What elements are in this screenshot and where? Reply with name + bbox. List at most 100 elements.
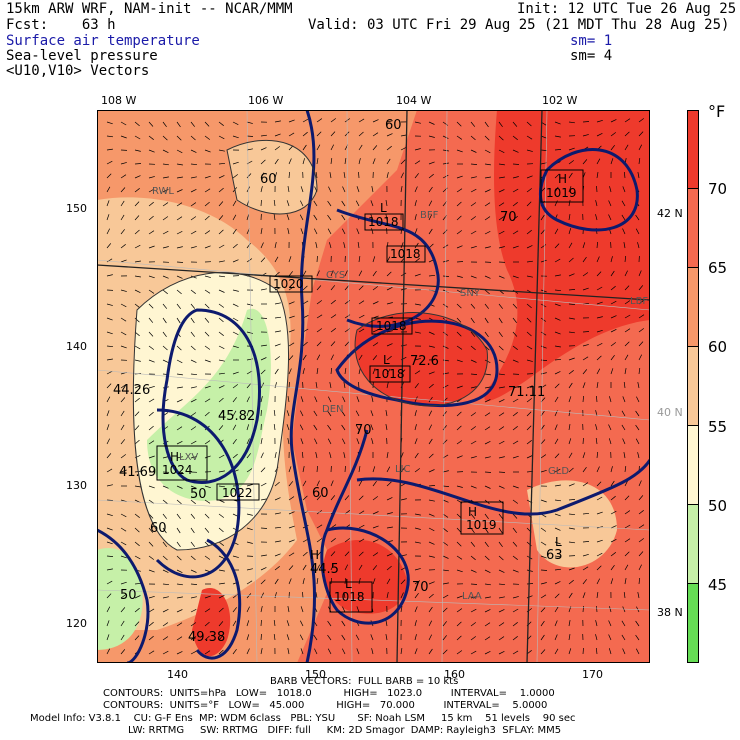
wind-barb xyxy=(106,424,110,431)
wind-barb xyxy=(372,525,379,529)
colorbar-label: 70 xyxy=(708,180,728,198)
wind-barb xyxy=(554,606,559,613)
wind-barb xyxy=(386,452,389,459)
wind-barb xyxy=(386,302,393,305)
wind-barb xyxy=(400,648,403,655)
wind-barb xyxy=(386,565,392,571)
wind-barb xyxy=(302,591,304,599)
wind-barb xyxy=(540,331,547,336)
wind-barb xyxy=(120,303,127,308)
wind-barb xyxy=(148,317,154,323)
wind-barb xyxy=(106,568,113,571)
wind-barb xyxy=(190,499,196,505)
wind-barb xyxy=(232,397,237,403)
wind-barb xyxy=(428,121,435,125)
wind-barb xyxy=(622,396,626,403)
wind-barb xyxy=(484,216,491,221)
wind-barb xyxy=(498,246,505,249)
wind-barb xyxy=(372,270,377,277)
wind-barb xyxy=(274,133,281,137)
wind-barb xyxy=(120,289,127,292)
wind-barb xyxy=(610,538,617,543)
wind-barb xyxy=(314,438,318,445)
wind-barb xyxy=(286,200,290,207)
wind-barb xyxy=(428,541,435,545)
wind-barb xyxy=(246,634,250,641)
grid-x-tick: 170 xyxy=(582,668,603,681)
wind-barb xyxy=(608,648,612,655)
wind-barb xyxy=(484,426,491,431)
wind-barb xyxy=(341,438,346,445)
wind-barb xyxy=(470,596,477,599)
wind-barb xyxy=(204,275,211,278)
wind-barb xyxy=(554,453,560,459)
wind-barb xyxy=(162,317,167,324)
wind-barb xyxy=(176,456,183,459)
wind-barb xyxy=(356,648,360,655)
wind-barb xyxy=(624,495,630,501)
wind-barb xyxy=(610,315,617,319)
wind-barb xyxy=(106,484,113,487)
wind-barb xyxy=(316,341,322,347)
wind-barb xyxy=(414,173,419,179)
wind-barb xyxy=(287,648,290,655)
wind-barb xyxy=(526,215,532,221)
wind-barb xyxy=(357,242,360,249)
wind-barb xyxy=(386,481,392,487)
wind-barb xyxy=(414,148,421,151)
wind-barb xyxy=(512,608,519,613)
wind-barb xyxy=(162,541,167,548)
wind-barb xyxy=(134,635,140,641)
wind-barb xyxy=(218,649,224,655)
wind-barb xyxy=(218,582,225,585)
wind-barb xyxy=(330,131,336,137)
wind-barb xyxy=(484,583,491,586)
wind-barb xyxy=(148,411,154,417)
wind-barb xyxy=(341,200,346,207)
wind-barb xyxy=(344,551,350,557)
wind-barb xyxy=(638,314,645,319)
wind-barb xyxy=(120,244,126,249)
temperature-label: 50 xyxy=(190,487,207,502)
wind-barb xyxy=(554,424,558,431)
wind-barb xyxy=(232,424,237,431)
wind-barb xyxy=(456,425,462,431)
wind-barb xyxy=(442,359,449,362)
wind-barb xyxy=(568,438,572,445)
wind-barb xyxy=(134,345,141,350)
isobars xyxy=(97,110,650,663)
wind-barb xyxy=(385,620,388,627)
pressure-boxes xyxy=(156,169,584,613)
wind-barb xyxy=(260,619,262,627)
wind-barb xyxy=(315,382,318,389)
wind-barb xyxy=(428,345,435,348)
wind-barb xyxy=(232,453,238,459)
wind-barb xyxy=(470,149,477,153)
wind-barb xyxy=(120,439,126,445)
wind-barb xyxy=(470,275,477,279)
wind-barb xyxy=(190,426,197,431)
wind-barb xyxy=(148,608,155,613)
wind-barb xyxy=(624,538,631,543)
wind-barb xyxy=(176,499,182,505)
wind-barb xyxy=(148,121,154,127)
wind-barb xyxy=(554,303,561,307)
wind-barb xyxy=(512,650,519,655)
wind-barb xyxy=(498,176,505,179)
wind-barb xyxy=(512,359,519,363)
wind-barb xyxy=(106,410,110,417)
wind-barb xyxy=(386,286,393,291)
wind-barb xyxy=(260,382,265,389)
wind-barb xyxy=(470,513,476,519)
wind-barb xyxy=(498,609,505,613)
wind-barb xyxy=(273,620,276,627)
wind-barb xyxy=(344,270,348,277)
wind-barb xyxy=(484,609,491,613)
wind-barb xyxy=(246,173,252,179)
wind-barb xyxy=(106,160,113,165)
wind-barb xyxy=(358,300,365,305)
wind-barb xyxy=(442,149,449,152)
wind-barb xyxy=(190,121,195,127)
wind-barb xyxy=(470,188,477,193)
wind-barb xyxy=(635,648,640,655)
